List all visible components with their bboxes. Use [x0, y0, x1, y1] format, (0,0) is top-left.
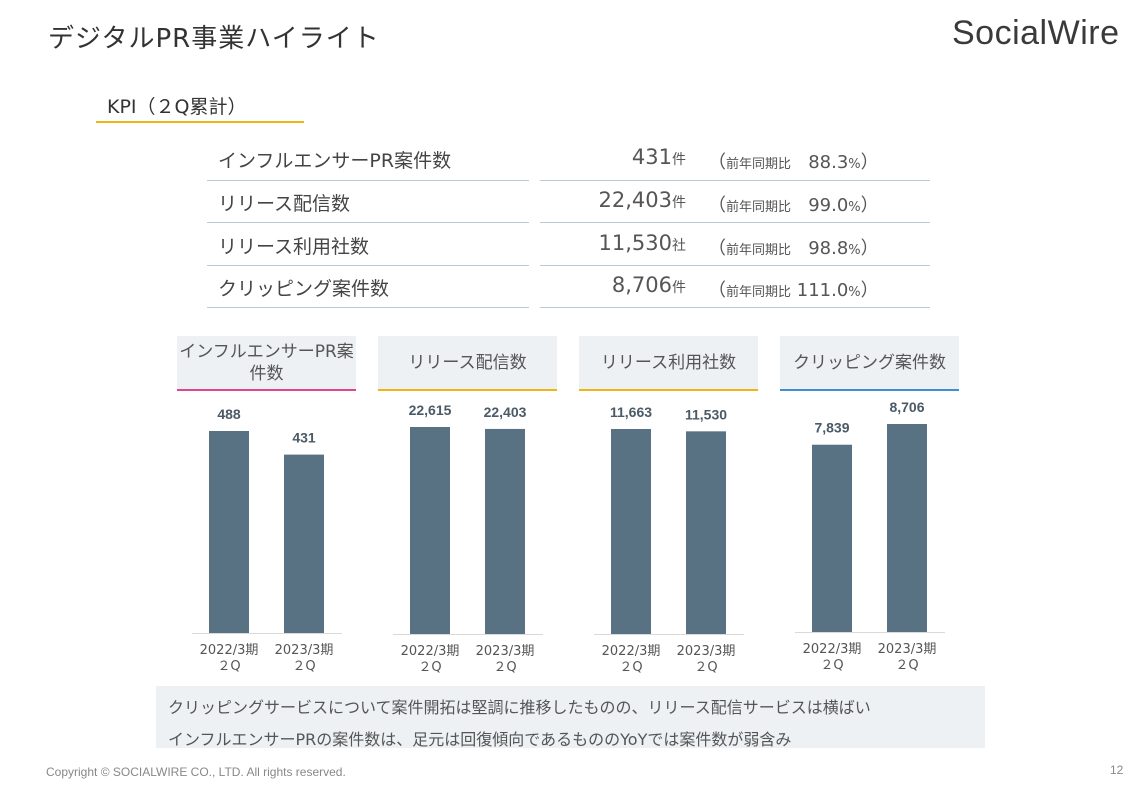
bar	[686, 431, 726, 634]
page-title: デジタルPR事業ハイライト	[48, 24, 380, 54]
data-label: 22,615	[409, 402, 452, 418]
tick-label: ２Q	[619, 660, 642, 675]
yoy-unit: %	[848, 243, 861, 258]
data-label: 22,403	[484, 404, 527, 420]
yoy-close: ）	[860, 238, 879, 259]
kpi-unit: 社	[672, 238, 686, 254]
yoy-unit: %	[848, 157, 861, 172]
kpi-label-clipping: クリッピング案件数	[218, 278, 390, 300]
kpi-yoy-clipping: （前年同期比 111.0%）	[708, 276, 879, 302]
tick-label: 2022/3期	[200, 643, 259, 658]
yoy-value: 88.3	[808, 152, 849, 173]
tick-label: 2023/3期	[878, 642, 937, 657]
bar	[284, 454, 324, 633]
kpi-number: 22,403	[598, 188, 672, 212]
tick-label: 2022/3期	[401, 644, 460, 659]
tick-label: ２Q	[418, 660, 441, 675]
yoy-close: ）	[860, 280, 879, 301]
data-label: 431	[292, 430, 316, 446]
kpi-row-divider	[540, 265, 930, 266]
yoy-label: 前年同期比	[726, 285, 792, 300]
bar	[812, 444, 852, 632]
kpi-unit: 件	[672, 152, 686, 168]
data-label: 7,839	[814, 420, 849, 436]
yoy-open: （	[708, 280, 726, 301]
tick-label: ２Q	[292, 659, 315, 674]
bar	[209, 431, 249, 633]
kpi-heading: KPI（２Q累計）	[107, 96, 247, 118]
yoy-open: （	[708, 238, 726, 259]
yoy-value: 98.8	[808, 238, 849, 259]
kpi-row-divider	[207, 265, 529, 266]
kpi-label-release-companies: リリース利用社数	[218, 236, 370, 258]
kpi-unit: 件	[672, 195, 686, 211]
kpi-value-release: 22,403件	[540, 188, 686, 212]
yoy-label: 前年同期比	[726, 157, 792, 172]
tick-label: 2022/3期	[803, 642, 862, 657]
kpi-row-divider	[207, 222, 529, 223]
yoy-close: ）	[860, 195, 879, 216]
chart-header-release: リリース配信数	[378, 336, 557, 391]
kpi-value-influencer: 431件	[540, 145, 686, 169]
yoy-label: 前年同期比	[726, 200, 792, 215]
tick-label: ２Q	[694, 660, 717, 675]
kpi-number: 8,706	[611, 273, 672, 297]
data-label: 488	[217, 406, 241, 422]
tick-label: ２Q	[493, 660, 516, 675]
chart-header-release-companies: リリース利用社数	[579, 336, 758, 391]
page-number: 12	[1110, 763, 1124, 777]
yoy-unit: %	[848, 200, 861, 215]
kpi-value-clipping: 8,706件	[540, 273, 686, 297]
tick-label: 2023/3期	[677, 644, 736, 659]
kpi-row-divider	[540, 307, 930, 308]
yoy-label: 前年同期比	[726, 243, 792, 258]
kpi-yoy-release: （前年同期比 99.0%）	[708, 191, 879, 217]
kpi-number: 431	[631, 145, 672, 169]
tick-label: 2023/3期	[476, 644, 535, 659]
bar	[611, 429, 651, 634]
data-label: 11,530	[685, 406, 727, 422]
chart-header-clipping: クリッピング案件数	[780, 336, 959, 391]
data-label: 8,706	[889, 399, 924, 415]
tick-label: ２Q	[895, 658, 918, 673]
kpi-yoy-influencer: （前年同期比 88.3%）	[708, 148, 879, 174]
tick-label: ２Q	[820, 658, 843, 673]
bar	[485, 428, 525, 634]
socialwire-logo: SocialWire	[952, 14, 1120, 52]
yoy-unit: %	[848, 285, 861, 300]
yoy-value: 99.0	[808, 195, 849, 216]
copyright-footer: Copyright © SOCIALWIRE CO., LTD. All rig…	[46, 765, 346, 779]
comment-line-1: クリッピングサービスについて案件開拓は堅調に推移したものの、リリース配信サービス…	[168, 698, 871, 717]
data-label: 11,663	[610, 404, 652, 420]
tick-label: ２Q	[217, 659, 240, 674]
yoy-open: （	[708, 152, 726, 173]
bar	[410, 427, 450, 634]
bar	[887, 424, 927, 632]
tick-label: 2023/3期	[275, 643, 334, 658]
kpi-row-divider	[207, 180, 529, 181]
kpi-value-release-companies: 11,530社	[540, 231, 686, 255]
tick-label: 2022/3期	[602, 644, 661, 659]
kpi-row-divider	[540, 180, 930, 181]
kpi-heading-underline	[96, 121, 304, 123]
kpi-yoy-release-companies: （前年同期比 98.8%）	[708, 234, 879, 260]
kpi-row-divider	[207, 307, 529, 308]
yoy-close: ）	[860, 152, 879, 173]
kpi-label-release: リリース配信数	[218, 193, 351, 215]
kpi-row-divider	[540, 222, 930, 223]
yoy-value: 111.0	[796, 280, 849, 301]
comment-line-2: インフルエンサーPRの案件数は、足元は回復傾向であるもののYoYでは案件数が弱含…	[168, 730, 792, 749]
kpi-number: 11,530	[598, 231, 672, 255]
chart-header-influencer: インフルエンサーPR案件数	[177, 336, 356, 391]
comment-box	[156, 686, 985, 748]
yoy-open: （	[708, 195, 726, 216]
kpi-label-influencer: インフルエンサーPR案件数	[218, 150, 452, 172]
kpi-unit: 件	[672, 280, 686, 296]
